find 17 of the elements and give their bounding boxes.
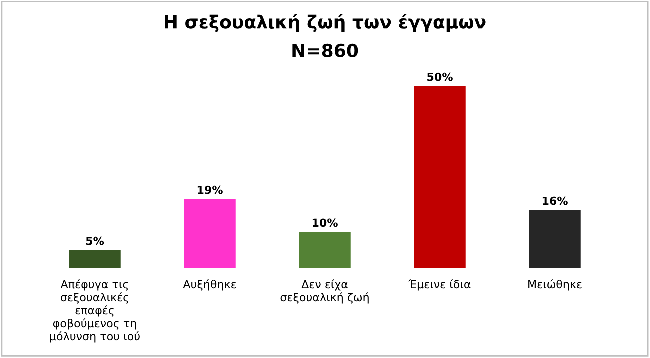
bar [184, 199, 236, 268]
x-tick-label: Μειώθηκε [528, 280, 582, 291]
data-label: 16% [542, 196, 568, 206]
x-tick-label: Δεν είχα σεξουαλική ζωή [280, 280, 369, 304]
x-tick-label: Απέφυγα τις σεξουαλικές επαφές φοβούμενος τη μόλυνση του ιού [50, 280, 140, 343]
chart-subtitle: N=860 [292, 44, 358, 58]
bar [299, 232, 351, 268]
x-tick-label: Έμεινε ίδια [408, 280, 471, 291]
data-label: 5% [86, 236, 104, 246]
data-label: 50% [428, 72, 453, 82]
bar [414, 86, 466, 268]
x-tick-label: Αυξήθηκε [183, 280, 236, 291]
bar [529, 210, 581, 268]
data-label: 10% [312, 218, 338, 228]
data-label: 19% [198, 186, 223, 194]
chart-title: Η σεξουαλική ζωή των έγγαμων [165, 14, 486, 32]
bar [69, 250, 121, 268]
